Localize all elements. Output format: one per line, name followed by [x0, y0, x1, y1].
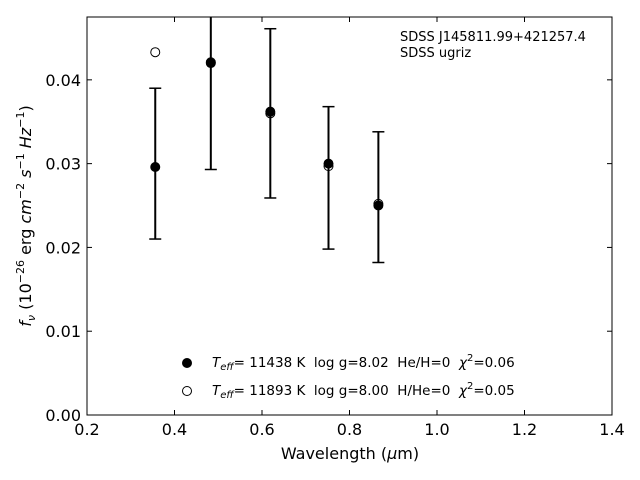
- x-axis-label-mu: μ: [386, 444, 397, 463]
- legend-2-teff-symbol: T: [212, 383, 222, 399]
- legend-1-chi-symbol: χ: [458, 355, 468, 371]
- y-tick-label: 0.02: [45, 238, 81, 257]
- legend-label-2: Teff= 11893 K log g=8.00 H/He=0 χ2=0.05: [212, 381, 515, 401]
- model-point-open: [150, 47, 161, 58]
- legend-2-chi-exp: 2: [467, 381, 473, 392]
- legend: Teff= 11438 K log g=8.02 He/H=0 χ2=0.06 …: [182, 353, 515, 401]
- x-tick-label: 0.2: [74, 420, 99, 439]
- annotation-line-2: SDSS ugriz: [400, 46, 471, 61]
- y-label-exp26: −26: [14, 260, 27, 283]
- x-tick-label: 1.0: [424, 420, 449, 439]
- plot-area: [86, 16, 613, 416]
- y-label-f: f: [16, 319, 35, 327]
- x-axis-label-unit: m): [397, 444, 419, 463]
- legend-1-chi-exp: 2: [467, 353, 473, 364]
- model-point-open: [205, 57, 216, 68]
- y-label-s-exp: −1: [14, 153, 27, 169]
- y-label-open: (10: [16, 283, 35, 315]
- annotation-line-1: SDSS J145811.99+421257.4: [400, 30, 586, 45]
- legend-marker-open: [182, 386, 192, 396]
- x-tick-label: 0.8: [337, 420, 362, 439]
- x-tick-label: 1.2: [512, 420, 537, 439]
- legend-1-teff-symbol: T: [212, 355, 222, 371]
- legend-1-params: = 11438 K log g=8.02 He/H=0: [234, 355, 459, 371]
- y-label-erg: erg: [16, 224, 35, 260]
- y-label-hz-exp: −1: [14, 112, 27, 128]
- tick-group: 0.2 0.4 0.6 0.8 1.0 1.2 1.4 0.00 0.01 0.02 0.03 0.0…: [45, 17, 625, 439]
- x-tick-label: 0.6: [249, 420, 274, 439]
- x-tick-label: 1.4: [599, 420, 624, 439]
- y-label-cm: cm: [16, 199, 35, 223]
- y-label-close: ): [16, 105, 35, 111]
- model-point-open: [323, 161, 334, 172]
- x-axis-label: Wavelength (μm): [281, 444, 419, 463]
- legend-marker-filled: [182, 358, 192, 368]
- model-point-filled: [323, 158, 334, 169]
- model-point-filled: [205, 58, 216, 69]
- annotation: SDSS J145811.99+421257.4 SDSS ugriz: [400, 30, 586, 61]
- x-tick-label: 0.4: [162, 420, 187, 439]
- legend-1-teff-sub: eff: [220, 362, 235, 373]
- legend-label-1: Teff= 11438 K log g=8.02 He/H=0 χ2=0.06: [212, 353, 515, 373]
- y-axis-label: fν (10−26 erg cm−2 s−1 Hz−1): [14, 105, 38, 326]
- marker-group: [150, 47, 384, 211]
- y-tick-label: 0.00: [45, 406, 81, 425]
- legend-2-chi-value: =0.05: [473, 383, 514, 399]
- model-point-open: [265, 108, 276, 119]
- y-tick-label: 0.03: [45, 155, 81, 174]
- y-tick-label: 0.04: [45, 71, 81, 90]
- legend-2-params: = 11893 K log g=8.00 H/He=0: [234, 383, 459, 399]
- x-axis-label-text: Wavelength (: [281, 444, 387, 463]
- y-label-hz: Hz: [16, 127, 35, 153]
- model-point-filled: [150, 161, 161, 172]
- y-tick-label: 0.01: [45, 322, 81, 341]
- legend-1-chi-value: =0.06: [473, 355, 514, 371]
- model-point-open: [373, 198, 384, 209]
- legend-2-teff-sub: eff: [220, 390, 235, 401]
- y-label-s: s: [16, 170, 35, 183]
- y-label-cm-exp: −2: [14, 183, 27, 199]
- y-label-nu: ν: [25, 315, 38, 321]
- legend-2-chi-symbol: χ: [458, 383, 468, 399]
